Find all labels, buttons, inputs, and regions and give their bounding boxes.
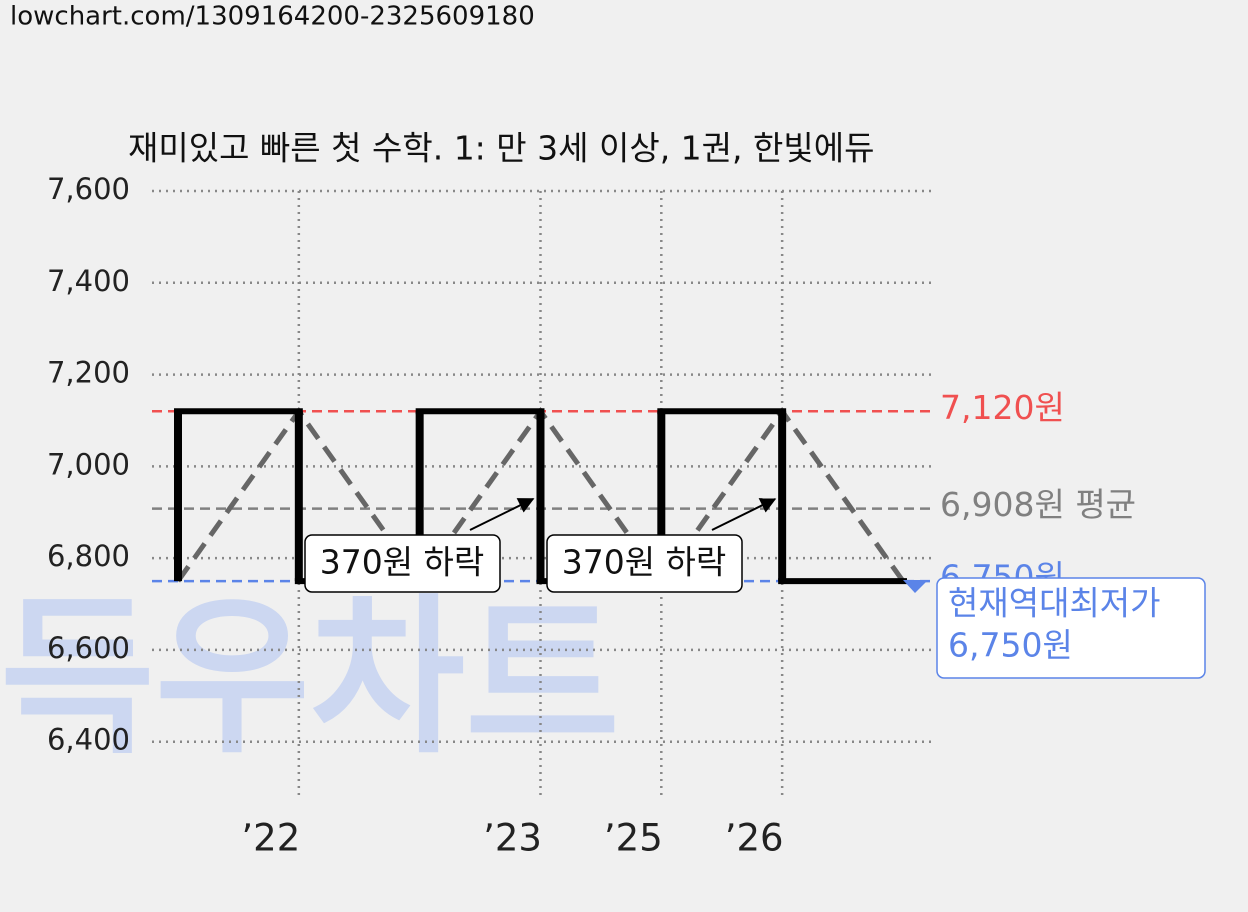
annotation-box [546,534,743,593]
reference-label: 6,908원 평균 [940,485,1136,524]
x-tick-label: ’23 [483,817,542,860]
annotation-arrow [469,498,535,531]
y-tick-label: 7,000 [47,447,130,481]
current-box [936,577,1206,679]
x-tick-label: ’26 [725,817,784,860]
reference-label: 7,120원 [940,388,1065,427]
annotation-box [304,534,501,593]
y-tick-label: 7,400 [47,264,130,298]
current-marker [903,580,928,593]
y-tick-label: 7,600 [47,172,130,206]
y-tick-label: 7,200 [47,356,130,390]
y-tick-label: 6,400 [47,723,130,757]
watermark: 득우차트 [0,579,620,777]
x-tick-label: ’25 [604,817,663,860]
current-box-text: 6,750원 [948,626,1073,665]
chart-title: 재미있고 빠른 첫 수학. 1: 만 3세 이상, 1권, 한빛에듀 [128,129,874,168]
annotation-arrow [711,498,777,531]
url: lowchart.com/1309164200-2325609180 [10,2,535,32]
annotation-text: 370원 하락 [320,543,485,582]
y-tick-label: 6,600 [47,631,130,665]
x-tick-label: ’22 [241,817,300,860]
current-box-text: 현재역대최저가 [948,584,1161,623]
y-tick-label: 6,800 [47,539,130,573]
annotation-text: 370원 하락 [562,543,727,582]
